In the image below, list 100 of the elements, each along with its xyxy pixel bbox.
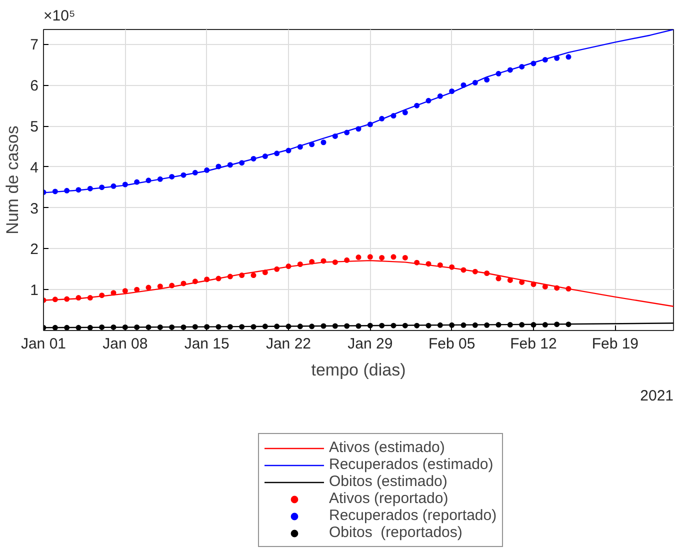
point — [180, 172, 186, 178]
y-tick-label: 1 — [30, 282, 38, 300]
point — [566, 286, 572, 292]
point — [390, 254, 396, 260]
y-tick-label: 3 — [30, 200, 38, 218]
point — [52, 296, 58, 302]
point — [76, 324, 82, 330]
point — [496, 70, 502, 76]
x-tick-label: Jan 22 — [266, 336, 312, 352]
point — [64, 296, 70, 302]
point — [426, 98, 432, 104]
x-tick-label: Jan 29 — [348, 336, 393, 352]
point — [227, 274, 233, 280]
point — [192, 278, 198, 284]
point — [437, 322, 443, 328]
point — [484, 77, 490, 83]
point — [507, 67, 513, 73]
point — [449, 322, 455, 328]
point — [134, 286, 140, 292]
point — [367, 122, 373, 128]
point — [519, 322, 525, 328]
point — [414, 260, 420, 266]
point — [204, 276, 210, 282]
point — [320, 258, 326, 264]
point — [344, 323, 350, 329]
point — [460, 82, 466, 88]
text: ×10⁵ — [44, 8, 76, 24]
point — [320, 323, 326, 329]
point — [227, 324, 233, 330]
point — [530, 282, 536, 288]
point — [437, 93, 443, 99]
text: 2021 — [640, 388, 674, 404]
point — [460, 322, 466, 328]
point — [414, 322, 420, 328]
point — [332, 259, 338, 265]
point — [146, 284, 152, 290]
point — [216, 164, 222, 170]
point — [379, 254, 385, 260]
point — [426, 261, 432, 267]
y-tick-label: 4 — [30, 159, 38, 176]
point — [250, 156, 256, 162]
point — [472, 322, 478, 328]
point — [134, 179, 140, 185]
x-tick-label: Jan 01 — [20, 336, 66, 352]
point — [76, 187, 82, 193]
point — [52, 188, 58, 194]
point — [99, 184, 105, 190]
point — [180, 324, 186, 330]
point — [157, 324, 163, 330]
point — [192, 324, 198, 330]
point — [309, 324, 315, 330]
point — [530, 322, 536, 328]
point — [204, 167, 210, 173]
point — [379, 322, 385, 328]
point — [297, 262, 303, 267]
point — [64, 324, 70, 330]
point — [239, 272, 245, 278]
point — [99, 292, 105, 298]
point — [449, 88, 455, 94]
point — [274, 324, 280, 330]
point — [122, 182, 128, 188]
point — [146, 324, 152, 330]
point — [262, 154, 268, 160]
point — [262, 270, 268, 276]
point — [216, 276, 222, 282]
point — [320, 140, 326, 146]
y-axis-title: Num de casos — [3, 126, 22, 234]
point — [297, 144, 303, 150]
point — [507, 322, 513, 328]
point — [566, 54, 572, 60]
point — [122, 288, 128, 294]
point — [76, 295, 82, 301]
point — [367, 322, 373, 328]
point — [356, 254, 362, 260]
point — [519, 64, 525, 70]
point — [542, 57, 548, 63]
y-tick-label: 7 — [30, 36, 38, 54]
point — [192, 170, 198, 176]
legend-label: Recuperados (reportado) — [329, 507, 497, 524]
point — [239, 324, 245, 330]
point — [356, 126, 362, 132]
point — [146, 178, 152, 184]
point — [566, 322, 572, 328]
point — [530, 60, 536, 66]
x-tick-label: Feb 05 — [428, 336, 476, 352]
point — [472, 268, 478, 274]
point — [110, 290, 116, 296]
point — [484, 322, 490, 328]
point — [286, 264, 292, 270]
point — [390, 113, 396, 119]
x-tick-label: Feb 12 — [510, 336, 557, 352]
point — [344, 257, 350, 263]
point — [554, 285, 560, 291]
point — [157, 284, 163, 290]
legend-label: Ativos (estimado) — [329, 439, 445, 456]
point — [449, 264, 455, 270]
point — [426, 322, 432, 328]
point — [367, 254, 373, 260]
point — [414, 102, 420, 108]
point — [87, 295, 93, 301]
